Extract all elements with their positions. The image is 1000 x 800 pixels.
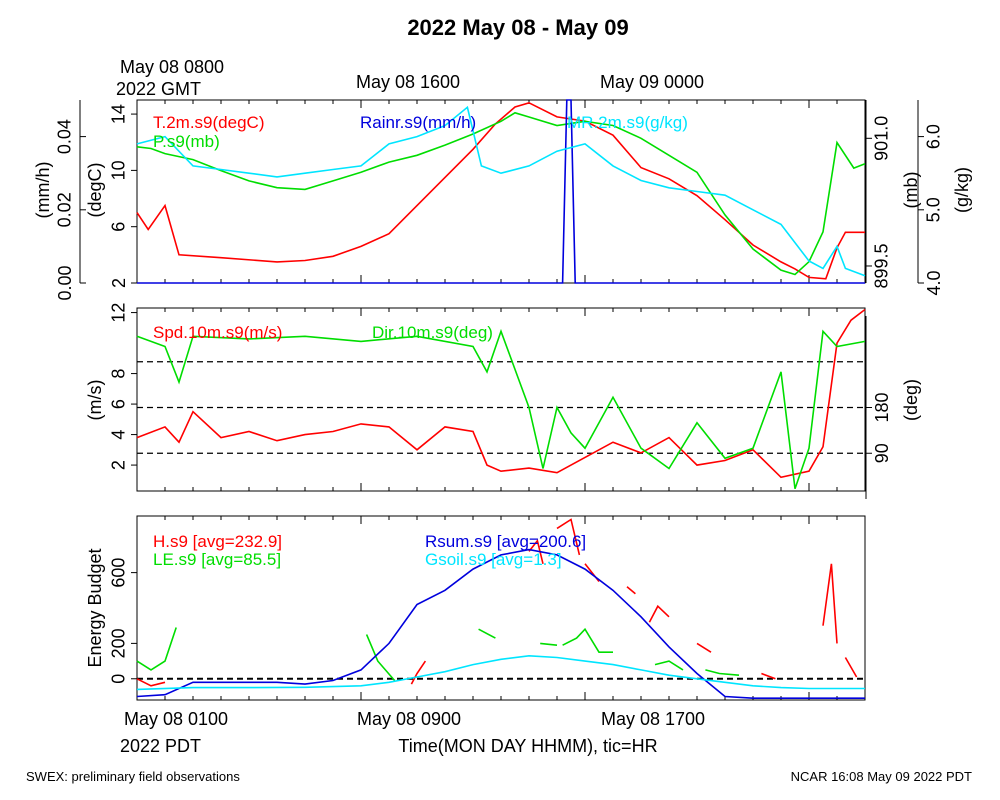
axis-ms-tick-label: 4 <box>109 430 129 440</box>
series-segment-p3-1 <box>562 627 613 654</box>
series-segment-p3-1 <box>478 628 496 639</box>
x-axis-title: Time(MON DAY HHMM), tic=HR <box>398 736 657 756</box>
series-segment-p3-0 <box>761 672 776 680</box>
axis-deg-tick-label: 180 <box>872 392 892 422</box>
footer-left: SWEX: preliminary field observations <box>26 769 240 784</box>
axis-gkg-tick-label: 5.0 <box>924 197 944 222</box>
axis-degc-tick-label: 6 <box>109 222 129 232</box>
bottom-axis-label-0: May 08 0100 <box>124 709 228 729</box>
axis-energy-title: Energy Budget <box>85 548 105 667</box>
top-axis-label-2: May 09 0000 <box>600 72 704 92</box>
series-line-p1-3 <box>136 105 866 277</box>
series-segment-p3-0 <box>648 604 670 623</box>
legend-p1-2: Rainr.s9(mm/h) <box>360 113 476 132</box>
series-segment-p3-1 <box>540 642 558 646</box>
legend-p1-3: MR.2m.s9(g/kg) <box>567 113 688 132</box>
series-line-p1-2 <box>137 99 865 284</box>
axis-degc-tick-label: 14 <box>109 104 129 124</box>
axis-mm-h-tick-label: 0.00 <box>55 265 75 300</box>
axis-mm-h-tick-label: 0.04 <box>55 119 75 154</box>
legend-p1-0: T.2m.s9(degC) <box>153 113 264 132</box>
series-segment-p3-0 <box>822 563 838 644</box>
series-line-p3-3 <box>136 654 865 691</box>
axis-deg-title: (deg) <box>901 379 921 421</box>
bottom-axis-sublabel: 2022 PDT <box>120 736 201 756</box>
axis-deg-tick-label: 90 <box>872 443 892 463</box>
axis-energy-tick-label: 0 <box>109 674 129 684</box>
axis-mm-h-tick-label: 0.02 <box>55 192 75 227</box>
axis-energy-tick-label: 200 <box>109 628 129 658</box>
axis-mb-title: (mb) <box>901 172 921 209</box>
top-axis-label-0: May 08 0800 <box>120 57 224 77</box>
axis-ms-tick-label: 8 <box>109 369 129 379</box>
series-line-p1-0 <box>136 101 865 280</box>
axis-gkg-title: (g/kg) <box>952 167 972 213</box>
top-axis-label-1: May 08 1600 <box>356 72 460 92</box>
axis-gkg-tick-label: 6.0 <box>924 124 944 149</box>
series-line-p2-0 <box>136 308 866 479</box>
footer-right: NCAR 16:08 May 09 2022 PDT <box>791 769 972 784</box>
axis-gkg-tick-label: 4.0 <box>924 270 944 295</box>
legend-p3-2: Rsum.s9 [avg=200.6] <box>425 532 586 551</box>
series-segment-p3-1 <box>654 660 684 671</box>
series-segment-p3-0 <box>136 678 166 687</box>
axis-mb-tick-label: 901.0 <box>872 116 892 161</box>
axis-ms-title: (m/s) <box>85 380 105 421</box>
series-segment-p3-0 <box>528 539 544 564</box>
bottom-axis-label-2: May 08 1700 <box>601 709 705 729</box>
axis-ms-tick-label: 2 <box>109 460 129 470</box>
legend-p1-1: P.s9(mb) <box>153 132 220 151</box>
legend-p3-0: H.s9 [avg=232.9] <box>153 532 282 551</box>
legend-p3-1: LE.s9 [avg=85.5] <box>153 550 281 569</box>
series-segment-p3-0 <box>556 518 581 556</box>
legend-p2-1: Dir.10m.s9(deg) <box>372 323 493 342</box>
axis-mb-tick-label: 899.5 <box>872 243 892 288</box>
chart-title: 2022 May 08 - May 09 <box>407 15 628 40</box>
series-line-p3-2 <box>136 548 865 700</box>
bottom-axis-label-1: May 08 0900 <box>357 709 461 729</box>
series-segment-p3-0 <box>696 642 712 653</box>
axis-mm-h-title: (mm/h) <box>33 162 53 219</box>
axis-ms-tick-label: 12 <box>109 303 129 323</box>
axis-degc-title: (degC) <box>85 162 105 217</box>
legend-p3-3: Gsoil.s9 [avg=1.3] <box>425 550 562 569</box>
axis-energy-tick-label: 600 <box>109 558 129 588</box>
series-segment-p3-1 <box>136 627 177 671</box>
series-segment-p3-0 <box>844 657 858 678</box>
series-line-p1-1 <box>136 111 866 276</box>
legend-p2-0: Spd.10m.s9(m/s) <box>153 323 282 342</box>
axis-degc-tick-label: 10 <box>109 160 129 180</box>
series-segment-p3-0 <box>626 586 636 595</box>
series-segment-p3-0 <box>410 660 427 685</box>
series-line-p2-1 <box>136 328 866 490</box>
top-axis-sublabel: 2022 GMT <box>116 79 201 99</box>
series-segment-p3-1 <box>365 634 396 682</box>
series-segment-p3-1 <box>705 669 740 676</box>
axis-degc-tick-label: 2 <box>109 278 129 288</box>
axis-ms-tick-label: 6 <box>109 399 129 409</box>
